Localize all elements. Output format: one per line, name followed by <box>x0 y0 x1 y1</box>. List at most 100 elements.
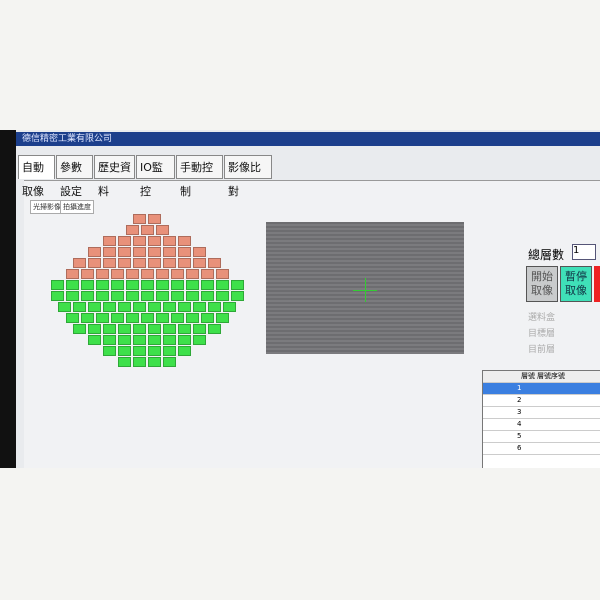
camera-view <box>266 222 464 354</box>
table-row: 3 <box>483 407 600 419</box>
row-number: 4 <box>517 420 522 428</box>
row-number: 5 <box>517 432 522 440</box>
die-cell <box>163 247 176 257</box>
die-cell <box>230 291 244 301</box>
die-cell <box>103 302 116 312</box>
die-cell <box>80 291 94 301</box>
die-cell <box>118 324 131 334</box>
die-cell <box>65 313 79 323</box>
die-cell <box>88 324 101 334</box>
die-cell <box>118 302 131 312</box>
die-cell <box>215 313 229 323</box>
die-cell <box>193 258 206 268</box>
die-cell <box>148 302 161 312</box>
die-cell <box>148 214 161 224</box>
sub-tab[interactable]: 拍攝進度 <box>60 200 94 214</box>
die-cell <box>163 346 176 356</box>
die-cell <box>223 302 236 312</box>
die-cell <box>133 302 146 312</box>
die-cell <box>208 324 221 334</box>
table-row: 1 <box>483 383 600 395</box>
tab[interactable]: 手動控制 <box>176 155 223 198</box>
die-cell <box>133 357 146 367</box>
die-cell <box>148 324 161 334</box>
die-cell <box>73 324 86 334</box>
tab[interactable]: IO監控 <box>136 155 175 198</box>
die-cell <box>88 302 101 312</box>
die-cell <box>193 302 206 312</box>
row-number: 2 <box>517 396 522 404</box>
die-cell <box>133 258 146 268</box>
die-cell <box>185 280 199 290</box>
table-row: 4 <box>483 419 600 431</box>
die-cell <box>95 280 109 290</box>
header-cell: 層號序號 <box>537 372 565 380</box>
die-cell <box>140 313 154 323</box>
die-cell <box>193 247 206 257</box>
tab[interactable]: 歷史資料 <box>94 155 135 198</box>
tab[interactable]: 參數設定 <box>56 155 93 198</box>
start-button[interactable]: 開始取像 <box>526 266 558 302</box>
row-number: 3 <box>517 408 522 416</box>
die-cell <box>178 346 191 356</box>
die-cell <box>103 247 116 257</box>
die-cell <box>95 313 109 323</box>
die-cell <box>163 335 176 345</box>
bezel <box>0 130 16 468</box>
die-cell <box>185 291 199 301</box>
die-cell <box>140 269 154 279</box>
die-cell <box>178 302 191 312</box>
stop-button[interactable] <box>594 266 600 302</box>
die-cell <box>50 280 64 290</box>
die-cell <box>103 324 116 334</box>
die-cell <box>148 247 161 257</box>
die-cell <box>163 302 176 312</box>
die-cell <box>58 302 71 312</box>
row-number: 6 <box>517 444 522 452</box>
die-cell <box>80 269 94 279</box>
die-cell <box>118 258 131 268</box>
field-label: 目前層 <box>528 345 556 355</box>
combo[interactable]: 1 <box>572 244 596 260</box>
table-row: 6 <box>483 443 600 455</box>
die-cell <box>155 269 169 279</box>
die-cell <box>65 291 79 301</box>
die-cell <box>103 236 116 246</box>
die-cell <box>215 280 229 290</box>
die-cell <box>163 324 176 334</box>
die-cell <box>215 291 229 301</box>
die-cell <box>125 225 139 235</box>
die-cell <box>110 313 124 323</box>
die-cell <box>133 214 146 224</box>
header-cell: 層號 <box>521 372 535 380</box>
die-cell <box>133 335 146 345</box>
die-cell <box>170 280 184 290</box>
die-cell <box>88 247 101 257</box>
die-cell <box>163 236 176 246</box>
die-cell <box>118 236 131 246</box>
table-row: 2 <box>483 395 600 407</box>
die-cell <box>170 313 184 323</box>
die-cell <box>65 280 79 290</box>
sub-tab[interactable]: 光掃影像 <box>30 200 64 214</box>
tab[interactable]: 自動取像 <box>18 155 55 198</box>
die-cell <box>208 302 221 312</box>
die-cell <box>170 291 184 301</box>
die-cell <box>193 335 206 345</box>
label: 總層數 <box>528 248 565 262</box>
pause-button[interactable]: 暫停取像 <box>560 266 592 302</box>
tab[interactable]: 影像比對 <box>224 155 272 198</box>
die-cell <box>208 258 221 268</box>
die-cell <box>88 335 101 345</box>
die-cell <box>103 258 116 268</box>
table-row: 5 <box>483 431 600 443</box>
die-cell <box>95 291 109 301</box>
die-cell <box>133 346 146 356</box>
die-cell <box>133 324 146 334</box>
die-cell <box>178 324 191 334</box>
die-cell <box>178 335 191 345</box>
die-cell <box>230 280 244 290</box>
die-cell <box>110 291 124 301</box>
field-label: 選料盒 <box>528 313 556 323</box>
